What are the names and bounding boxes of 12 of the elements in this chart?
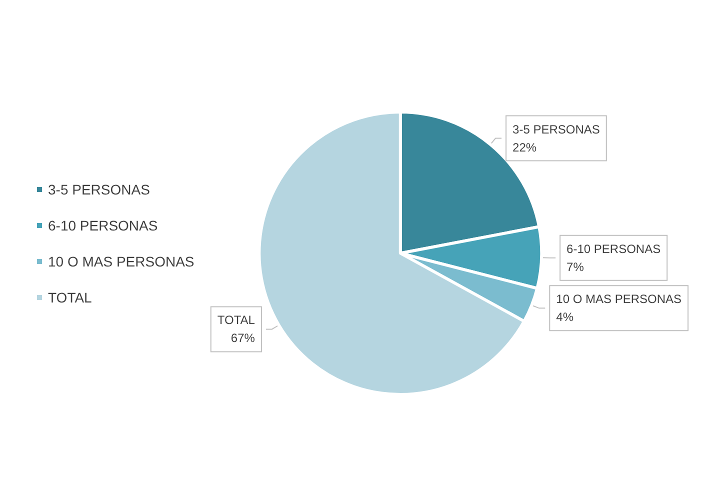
data-label: 7% xyxy=(566,260,584,274)
legend-label: 10 O MAS PERSONAS xyxy=(48,254,194,270)
slice-label: 6-10 PERSONAS xyxy=(566,242,661,256)
legend-label: TOTAL xyxy=(48,290,92,306)
legend-label: 6-10 PERSONAS xyxy=(48,218,158,234)
slice-label: 3-5 PERSONAS xyxy=(512,122,600,136)
data-label: 67% xyxy=(230,331,256,346)
slice-label: 10 O MAS PERSONAS xyxy=(556,292,682,306)
data-label: 4% xyxy=(556,310,574,324)
slice-label: TOTAL xyxy=(217,313,256,328)
data-label: 22% xyxy=(512,140,537,154)
legend-label: 3-5 PERSONAS xyxy=(48,182,150,198)
